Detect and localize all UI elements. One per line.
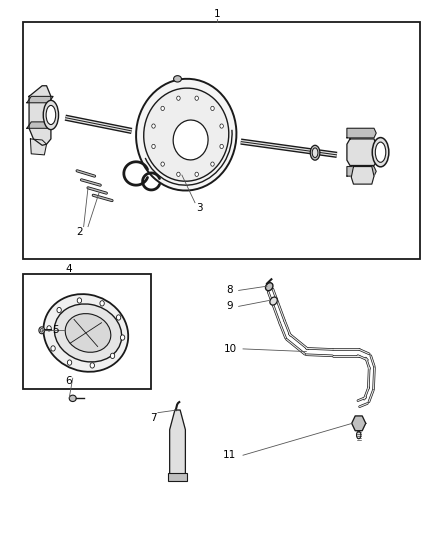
Ellipse shape — [43, 294, 128, 372]
Ellipse shape — [211, 162, 214, 166]
Ellipse shape — [136, 79, 237, 190]
Ellipse shape — [43, 100, 59, 130]
Ellipse shape — [161, 106, 164, 110]
Text: 3: 3 — [196, 203, 203, 213]
Ellipse shape — [144, 88, 229, 181]
Ellipse shape — [270, 297, 277, 305]
Text: 7: 7 — [150, 413, 157, 423]
Text: 5: 5 — [52, 325, 59, 335]
Text: 4: 4 — [65, 264, 72, 274]
Ellipse shape — [46, 106, 56, 125]
Ellipse shape — [54, 304, 122, 362]
Polygon shape — [27, 122, 53, 128]
Ellipse shape — [372, 138, 389, 167]
Ellipse shape — [211, 106, 214, 110]
Ellipse shape — [100, 301, 104, 306]
Bar — [22, 22, 420, 259]
Ellipse shape — [40, 328, 43, 332]
Ellipse shape — [195, 172, 198, 176]
Text: 10: 10 — [223, 344, 237, 354]
Ellipse shape — [152, 124, 155, 128]
Polygon shape — [27, 96, 53, 103]
Bar — [168, 473, 187, 481]
Ellipse shape — [67, 360, 72, 365]
Ellipse shape — [152, 144, 155, 149]
Ellipse shape — [220, 124, 223, 128]
Ellipse shape — [312, 148, 318, 158]
Text: 8: 8 — [226, 286, 233, 295]
Polygon shape — [351, 166, 374, 184]
Ellipse shape — [57, 308, 61, 313]
Ellipse shape — [161, 162, 164, 166]
Ellipse shape — [310, 146, 320, 160]
Ellipse shape — [90, 363, 95, 368]
Polygon shape — [352, 416, 366, 431]
Ellipse shape — [69, 395, 76, 401]
Ellipse shape — [357, 431, 361, 439]
Text: 6: 6 — [65, 376, 72, 386]
Ellipse shape — [51, 346, 55, 351]
Ellipse shape — [173, 76, 181, 82]
Ellipse shape — [265, 282, 273, 290]
Text: 2: 2 — [76, 227, 83, 237]
Ellipse shape — [65, 313, 111, 352]
Ellipse shape — [47, 326, 51, 331]
Text: 11: 11 — [223, 450, 237, 460]
Ellipse shape — [110, 353, 115, 359]
Text: 1: 1 — [213, 9, 220, 19]
Ellipse shape — [220, 144, 223, 149]
Ellipse shape — [117, 315, 121, 320]
Ellipse shape — [177, 172, 180, 176]
Ellipse shape — [375, 142, 386, 163]
Polygon shape — [29, 86, 51, 146]
Polygon shape — [170, 410, 185, 474]
Text: 9: 9 — [226, 301, 233, 311]
Bar — [22, 274, 151, 389]
Ellipse shape — [39, 327, 45, 334]
Polygon shape — [347, 166, 376, 176]
Ellipse shape — [177, 96, 180, 100]
Polygon shape — [347, 139, 377, 165]
Ellipse shape — [120, 335, 125, 340]
Ellipse shape — [195, 96, 198, 100]
Polygon shape — [30, 139, 46, 155]
Ellipse shape — [173, 120, 208, 160]
Ellipse shape — [77, 298, 81, 303]
Polygon shape — [347, 128, 376, 138]
